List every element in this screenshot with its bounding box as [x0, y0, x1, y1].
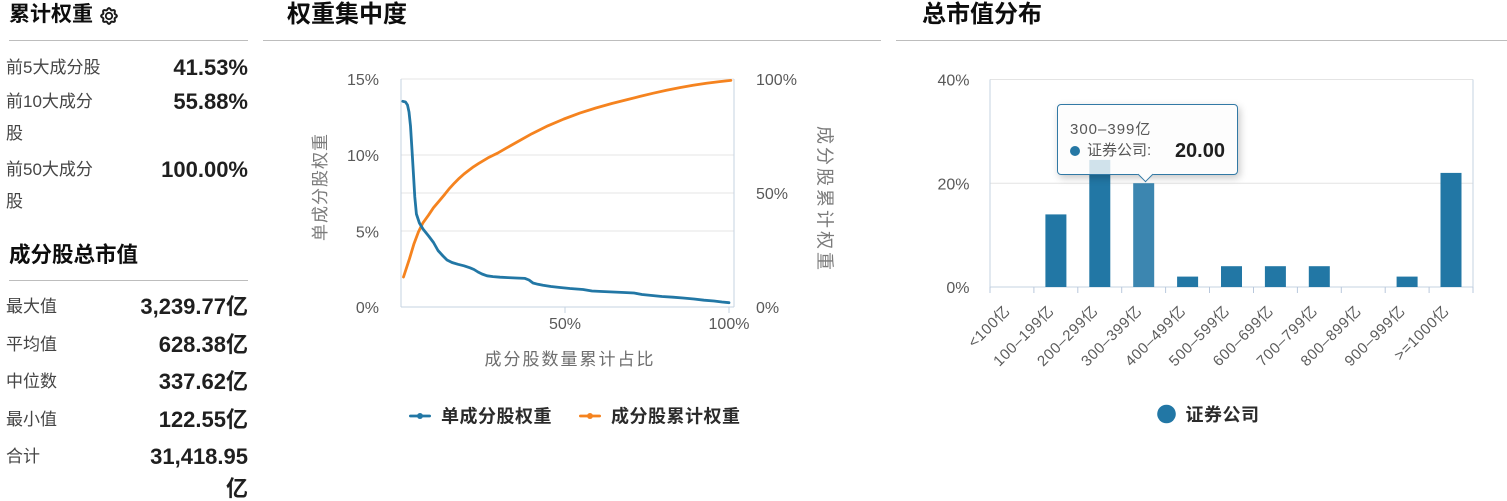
svg-text:5%: 5%	[356, 225, 379, 242]
svg-text:40%: 40%	[937, 72, 969, 89]
svg-text:0%: 0%	[756, 300, 779, 317]
svg-text:证券公司: 证券公司	[1186, 404, 1260, 425]
svg-text:单成分股权重: 单成分股权重	[441, 406, 552, 427]
svg-text:15%: 15%	[347, 72, 379, 89]
svg-text:50%: 50%	[549, 316, 581, 333]
svg-text:成分股累计权重: 成分股累计权重	[611, 406, 741, 427]
svg-text:100%: 100%	[709, 316, 750, 333]
svg-text:50%: 50%	[756, 186, 788, 203]
svg-text:100%: 100%	[756, 72, 797, 89]
svg-text:成分股累计权重: 成分股累计权重	[815, 126, 835, 273]
svg-text:10%: 10%	[347, 148, 379, 165]
svg-text:单成分股权重: 单成分股权重	[311, 133, 330, 241]
svg-text:成分股数量累计占比: 成分股数量累计占比	[485, 350, 656, 369]
svg-text:20%: 20%	[937, 176, 969, 193]
svg-text:0%: 0%	[356, 300, 379, 317]
svg-text:0%: 0%	[946, 280, 969, 297]
